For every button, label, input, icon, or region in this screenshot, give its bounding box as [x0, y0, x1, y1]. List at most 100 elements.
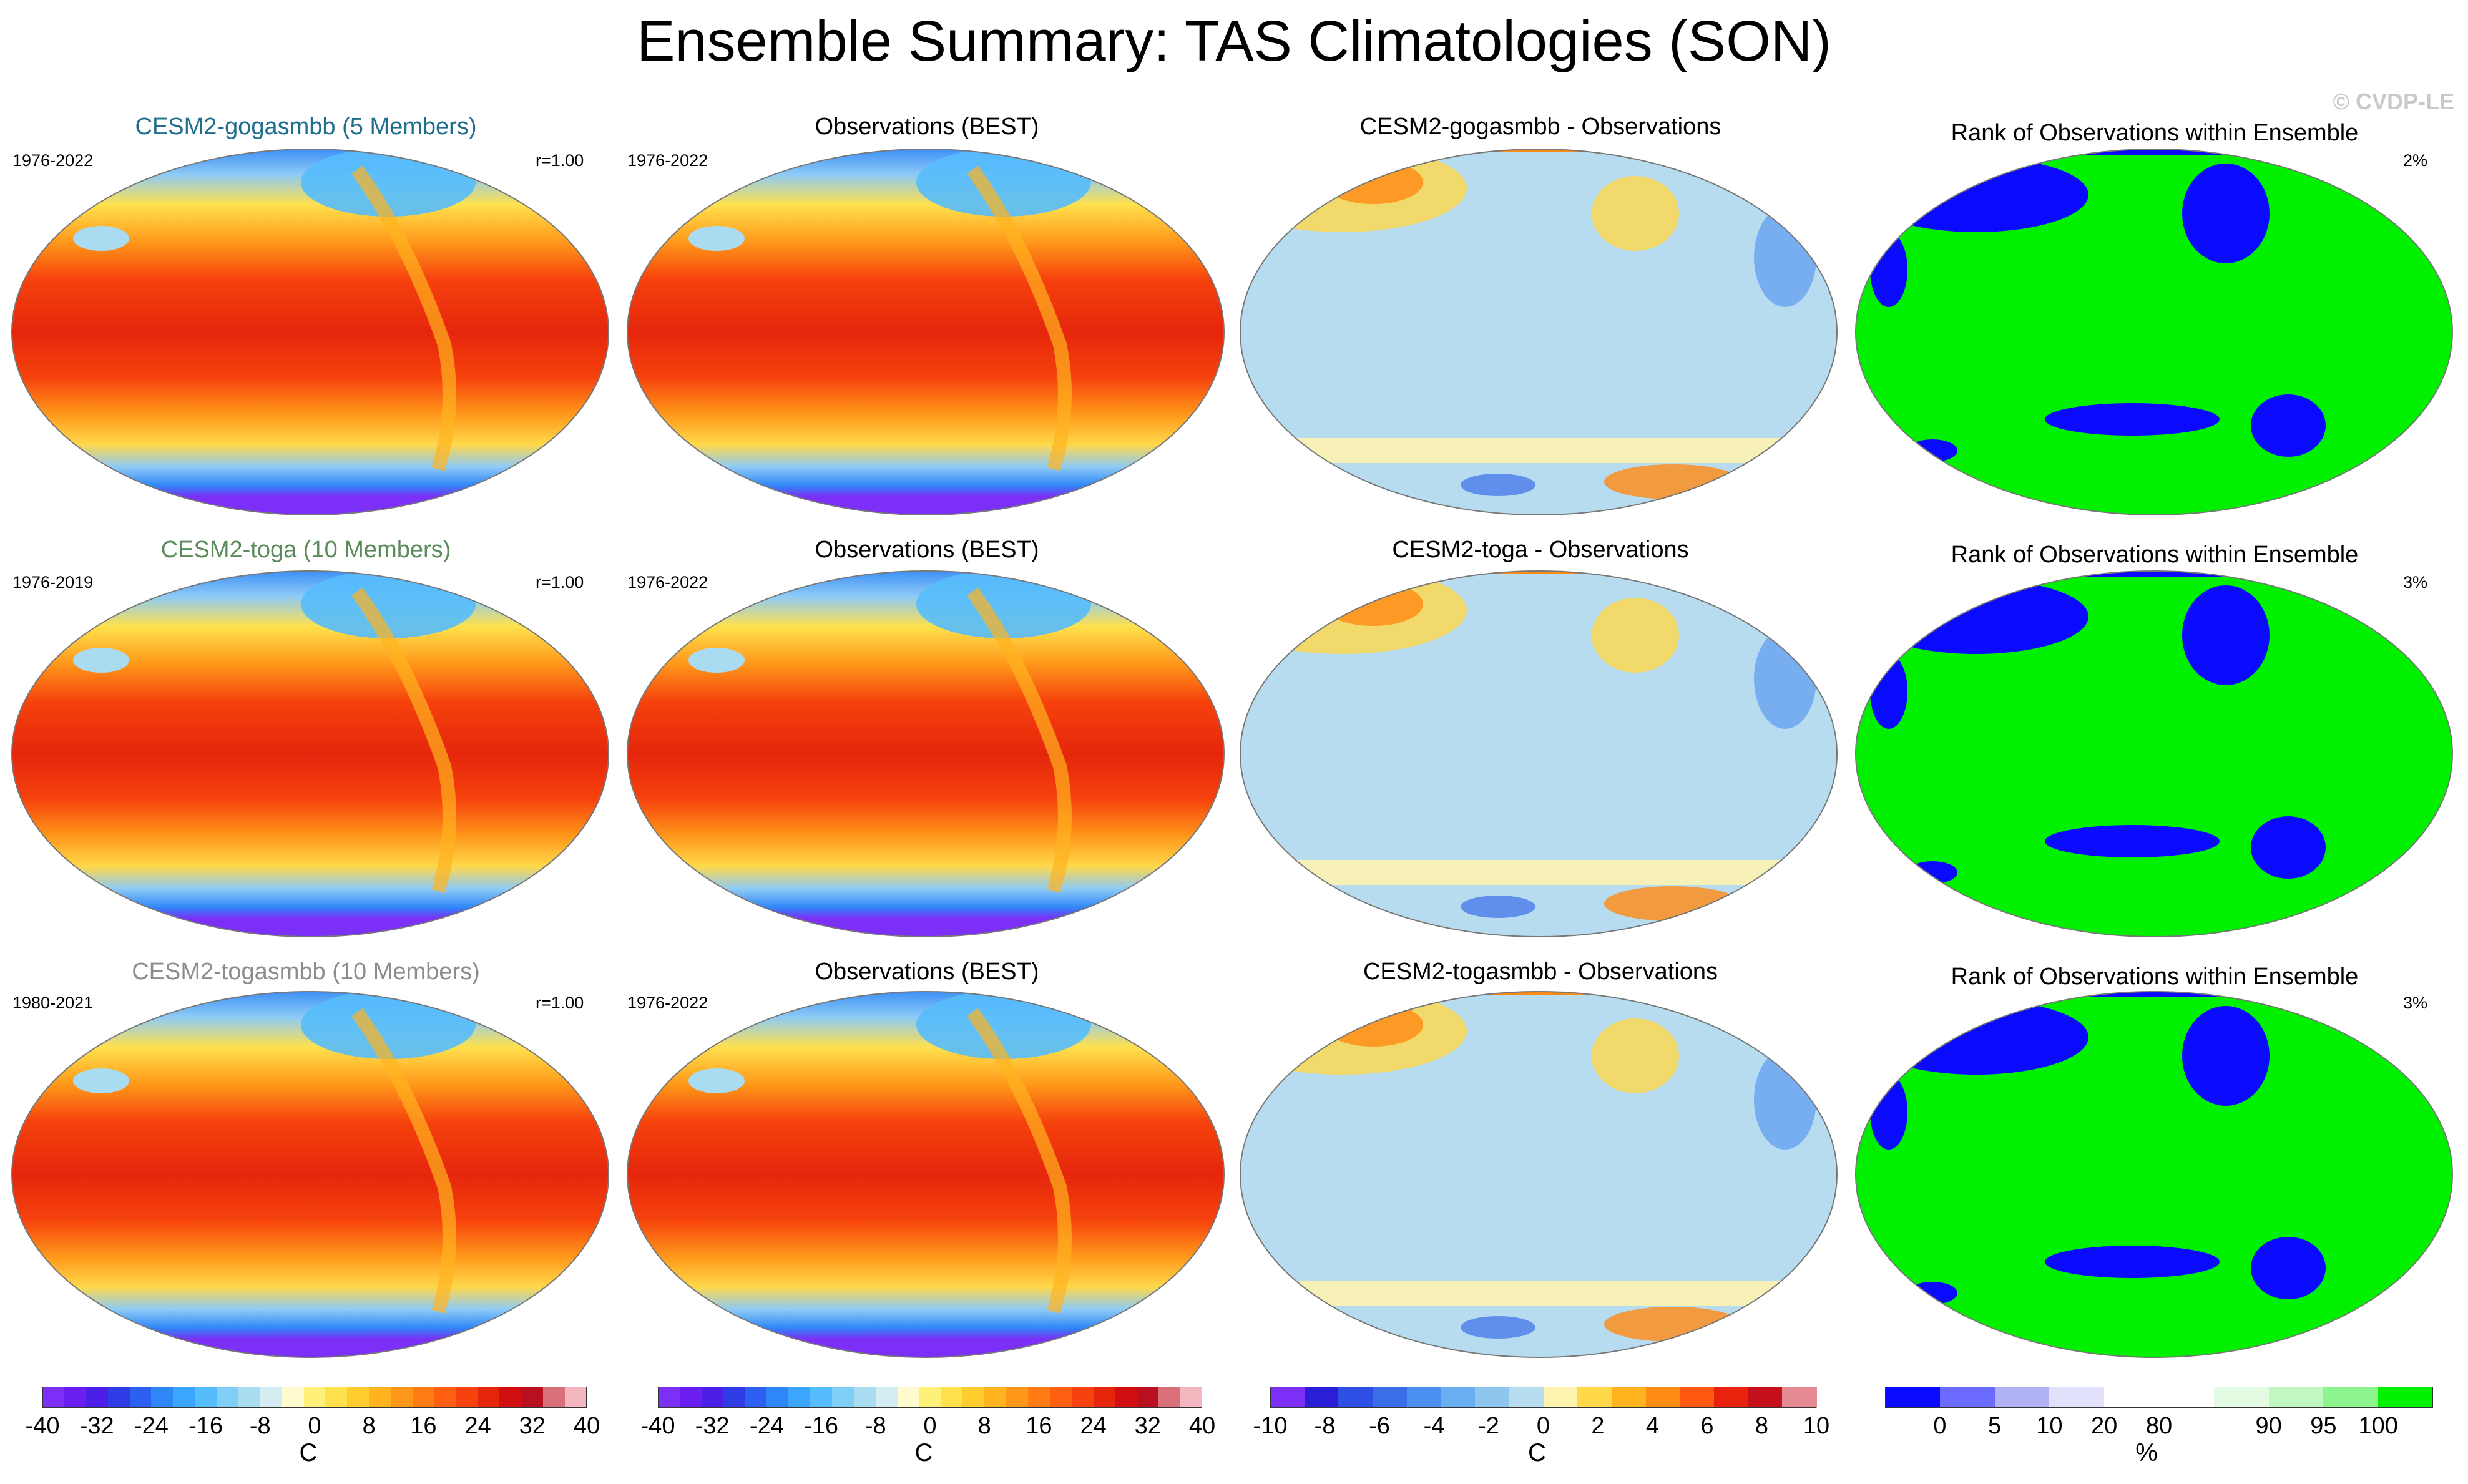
colorbar-swatch	[42, 1387, 65, 1408]
colorbar-swatch	[1304, 1387, 1339, 1408]
colorbar-swatch	[1782, 1387, 1817, 1408]
colorbar-tick-label: -40	[640, 1413, 675, 1439]
map-diff-row3	[1236, 987, 1841, 1362]
model-r-row1: r=1.00	[536, 151, 584, 170]
colorbar-swatch	[2378, 1387, 2434, 1408]
obs-years-row2: 1976-2022	[627, 573, 708, 592]
colorbar-tick-label: 0	[1933, 1413, 1947, 1439]
colorbar-swatch	[434, 1387, 457, 1408]
colorbar-swatch	[282, 1387, 305, 1408]
diff-panel-title-row2: CESM2-toga - Observations	[1392, 537, 1689, 563]
colorbar-tick-label: -32	[79, 1413, 114, 1439]
colorbar-swatch	[1543, 1387, 1578, 1408]
colorbar-swatch	[456, 1387, 479, 1408]
colorbar-swatch	[2323, 1387, 2379, 1408]
colorbar-rank	[1885, 1387, 2434, 1408]
colorbar-swatch	[1406, 1387, 1441, 1408]
model-panel-title-row1: CESM2-gogasmbb (5 Members)	[135, 114, 477, 140]
colorbar-swatch	[173, 1387, 195, 1408]
model-panel-title-row3: CESM2-togasmbb (10 Members)	[132, 959, 480, 985]
map-diff-row2	[1236, 567, 1841, 941]
map-obs-row1	[623, 145, 1228, 519]
colorbar-swatch	[1994, 1387, 2050, 1408]
colorbar-tick-label: 95	[2310, 1413, 2337, 1439]
colorbar-swatch	[325, 1387, 348, 1408]
colorbar-tick-label: -10	[1253, 1413, 1288, 1439]
colorbar-tick-label: 20	[2091, 1413, 2118, 1439]
colorbar-swatch	[897, 1387, 920, 1408]
model-years-row2: 1976-2019	[12, 573, 94, 592]
colorbar-swatch	[107, 1387, 130, 1408]
colorbar-tick-label: 32	[1134, 1413, 1161, 1439]
colorbar-swatch	[701, 1387, 724, 1408]
colorbar-tick-label: 4	[1645, 1413, 1660, 1439]
obs-panel-title-row1: Observations (BEST)	[815, 114, 1039, 140]
figure-title: Ensemble Summary: TAS Climatologies (SON…	[637, 9, 1831, 73]
colorbar-swatch	[1158, 1387, 1181, 1408]
colorbar-tick-label: -40	[25, 1413, 60, 1439]
colorbar-swatch	[875, 1387, 898, 1408]
colorbar-swatch	[64, 1387, 87, 1408]
rank-pct-row3: 3%	[2403, 993, 2428, 1012]
colorbar-unit-label: %	[2135, 1439, 2158, 1467]
colorbar-swatch	[521, 1387, 544, 1408]
colorbar-tick-label: -4	[1423, 1413, 1445, 1439]
map-model-row2	[7, 567, 613, 941]
colorbar-swatch	[2268, 1387, 2324, 1408]
obs-panel-title-row2: Observations (BEST)	[815, 537, 1039, 563]
colorbar-swatch	[1509, 1387, 1544, 1408]
colorbar-swatch	[260, 1387, 283, 1408]
map-model-row3	[7, 987, 613, 1362]
map-obs-row2	[623, 567, 1228, 941]
colorbar-tick-label: -24	[134, 1413, 169, 1439]
colorbar-tick-label: 6	[1700, 1413, 1714, 1439]
colorbar-tick-label: 8	[362, 1413, 376, 1439]
model-years-row3: 1980-2021	[12, 993, 94, 1012]
colorbar-temp-obs	[658, 1387, 1203, 1408]
colorbar-tick-label: 8	[977, 1413, 991, 1439]
colorbar-swatch	[1071, 1387, 1094, 1408]
map-diff-row1	[1236, 145, 1841, 519]
colorbar-swatch	[679, 1387, 702, 1408]
obs-years-row3: 1976-2022	[627, 993, 708, 1012]
colorbar-tick-label: -2	[1478, 1413, 1499, 1439]
diff-panel-title-row1: CESM2-gogasmbb - Observations	[1359, 114, 1721, 140]
obs-panel-title-row3: Observations (BEST)	[815, 959, 1039, 985]
rank-pct-row1: 2%	[2403, 151, 2428, 170]
rank-panel-title-row2: Rank of Observations within Ensemble	[1951, 542, 2359, 568]
model-r-row3: r=1.00	[536, 993, 584, 1012]
map-rank-row3	[1851, 987, 2457, 1362]
colorbar-swatch	[391, 1387, 413, 1408]
colorbar-swatch	[2159, 1387, 2215, 1408]
colorbar-swatch	[1713, 1387, 1749, 1408]
colorbar-tick-label: 2	[1591, 1413, 1605, 1439]
colorbar-swatch	[941, 1387, 963, 1408]
colorbar-swatch	[1270, 1387, 1305, 1408]
colorbar-swatch	[477, 1387, 500, 1408]
map-rank-row1	[1851, 145, 2457, 519]
colorbar-swatch	[853, 1387, 876, 1408]
colorbar-tick-label: 0	[308, 1413, 321, 1439]
colorbar-swatch	[1611, 1387, 1647, 1408]
colorbar-swatch	[723, 1387, 745, 1408]
colorbar-swatch	[1006, 1387, 1029, 1408]
colorbar-swatch	[543, 1387, 566, 1408]
rank-pct-row2: 3%	[2403, 573, 2428, 592]
colorbar-swatch	[832, 1387, 854, 1408]
colorbar-swatch	[1441, 1387, 1476, 1408]
colorbar-tick-label: 24	[1080, 1413, 1107, 1439]
colorbar-tick-label: 24	[464, 1413, 491, 1439]
colorbar-tick-label: 40	[573, 1413, 600, 1439]
colorbar-swatch	[1137, 1387, 1159, 1408]
colorbar-swatch	[369, 1387, 391, 1408]
colorbar-swatch	[1475, 1387, 1510, 1408]
colorbar-tick-label: -16	[189, 1413, 223, 1439]
colorbar-tick-label: 10	[1803, 1413, 1830, 1439]
colorbar-swatch	[1577, 1387, 1612, 1408]
colorbar-unit-label: C	[299, 1439, 318, 1467]
colorbar-swatch	[962, 1387, 985, 1408]
colorbar-swatch	[1093, 1387, 1115, 1408]
colorbar-swatch	[1748, 1387, 1783, 1408]
colorbar-swatch	[2213, 1387, 2270, 1408]
colorbar-tick-label: -16	[804, 1413, 839, 1439]
